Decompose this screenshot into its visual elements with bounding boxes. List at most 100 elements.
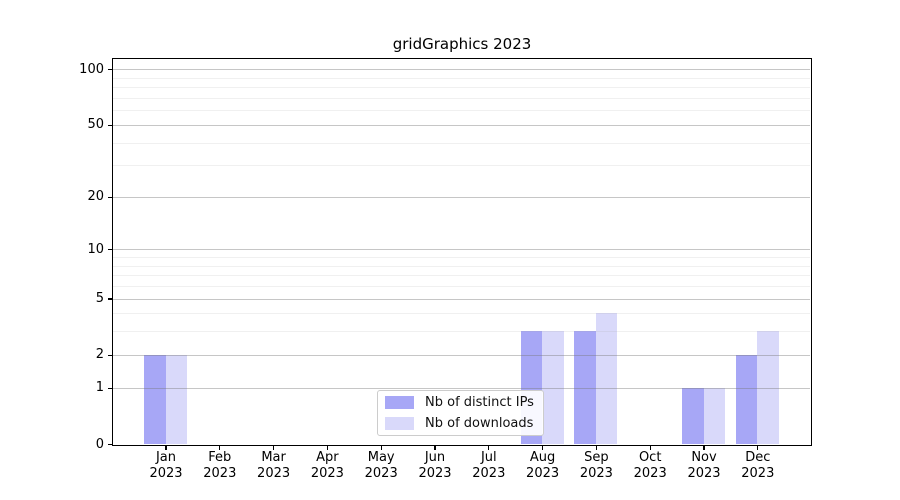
x-tick-mark — [757, 445, 759, 450]
x-tick-year: 2023 — [149, 466, 183, 481]
x-tick-month: Apr — [316, 450, 339, 465]
x-tick-mark — [380, 445, 382, 450]
plot-area: Nb of distinct IPs Nb of downloads — [112, 58, 812, 446]
minor-gridline — [113, 165, 810, 167]
x-tick-month: Jun — [424, 450, 446, 465]
x-tick-label: Mar 2023 — [242, 450, 306, 482]
legend-row: Nb of distinct IPs — [378, 394, 543, 411]
x-tick-label: Aug 2023 — [511, 450, 575, 482]
minor-gridline — [113, 265, 810, 267]
x-tick-label: Jan 2023 — [134, 450, 198, 482]
x-tick-month: Feb — [208, 450, 232, 465]
y-tick-mark — [108, 387, 113, 389]
y-tick-mark — [108, 443, 113, 446]
legend-swatch — [385, 396, 414, 410]
legend-label: Nb of downloads — [425, 415, 534, 431]
minor-gridline — [113, 77, 810, 79]
x-tick-year: 2023 — [633, 466, 667, 481]
x-tick-month: Nov — [691, 450, 717, 465]
major-gridline — [113, 387, 810, 389]
legend: Nb of distinct IPs Nb of downloads — [377, 390, 544, 436]
y-tick-label: 10 — [87, 241, 104, 257]
legend-swatch — [385, 416, 414, 430]
x-tick-label: Dec 2023 — [726, 450, 790, 482]
major-gridline — [113, 69, 810, 71]
y-tick-label: 0 — [95, 436, 104, 452]
y-tick-mark — [108, 69, 113, 71]
x-tick-year: 2023 — [257, 466, 291, 481]
x-tick-mark — [165, 445, 167, 450]
bar-nb-of-downloads — [757, 331, 779, 444]
chart-title: gridGraphics 2023 — [392, 35, 532, 53]
x-tick-mark — [326, 445, 329, 450]
major-gridline — [113, 196, 810, 198]
x-tick-year: 2023 — [310, 466, 344, 481]
y-tick-mark — [108, 354, 113, 356]
y-tick-label: 50 — [87, 117, 104, 133]
major-gridline — [113, 354, 810, 356]
x-tick-label: Jul 2023 — [457, 450, 521, 482]
x-tick-mark — [488, 445, 490, 450]
bar-nb-of-downloads — [542, 331, 564, 444]
x-tick-mark — [595, 445, 598, 450]
x-tick-year: 2023 — [472, 466, 506, 481]
y-tick-mark — [108, 124, 113, 126]
bar-nb-of-distinct-ips — [144, 354, 166, 444]
x-tick-year: 2023 — [579, 466, 613, 481]
minor-gridline — [113, 87, 810, 89]
minor-gridline — [113, 286, 810, 287]
y-tick-mark — [108, 196, 113, 198]
x-tick-mark — [649, 445, 651, 450]
y-tick-label: 1 — [95, 380, 104, 396]
x-tick-mark — [219, 445, 221, 450]
bar-nb-of-distinct-ips — [682, 387, 704, 444]
y-tick-label: 100 — [79, 61, 104, 77]
x-tick-label: Oct 2023 — [618, 450, 682, 482]
x-tick-month: Sep — [584, 450, 609, 465]
legend-row: Nb of downloads — [378, 415, 543, 432]
x-tick-mark — [703, 445, 705, 450]
minor-gridline — [113, 110, 810, 112]
x-tick-month: Mar — [261, 450, 286, 465]
x-tick-year: 2023 — [203, 466, 237, 481]
bar-nb-of-downloads — [165, 354, 187, 444]
x-tick-label: Nov 2023 — [672, 450, 736, 482]
minor-gridline — [113, 313, 810, 315]
minor-gridline — [113, 331, 810, 333]
x-tick-label: Apr 2023 — [295, 450, 359, 482]
x-tick-month: Oct — [638, 450, 662, 465]
legend-label: Nb of distinct IPs — [425, 395, 534, 411]
x-tick-year: 2023 — [364, 466, 398, 481]
x-tick-mark — [273, 445, 275, 450]
major-gridline — [113, 249, 810, 251]
x-tick-mark — [434, 445, 436, 450]
y-tick-label: 2 — [95, 347, 104, 363]
x-tick-label: Jun 2023 — [403, 450, 467, 482]
minor-gridline — [113, 142, 810, 144]
y-tick-label: 5 — [95, 291, 104, 306]
major-gridline — [113, 298, 810, 300]
x-tick-month: Aug — [529, 450, 556, 465]
y-tick-mark — [108, 249, 113, 251]
x-tick-year: 2023 — [741, 466, 775, 481]
x-tick-mark — [542, 445, 544, 450]
x-tick-year: 2023 — [687, 466, 721, 481]
minor-gridline — [113, 275, 810, 277]
y-tick-label: 20 — [87, 189, 104, 205]
bar-nb-of-distinct-ips — [574, 331, 596, 444]
bar-nb-of-downloads — [703, 387, 725, 444]
x-tick-month: Jul — [480, 450, 497, 465]
y-tick-mark — [108, 298, 113, 300]
x-tick-label: Sep 2023 — [564, 450, 628, 482]
x-tick-label: May 2023 — [349, 450, 413, 482]
x-tick-label: Feb 2023 — [188, 450, 252, 482]
minor-gridline — [113, 97, 810, 99]
x-tick-month: Dec — [745, 450, 771, 465]
x-tick-year: 2023 — [418, 466, 452, 481]
x-tick-year: 2023 — [526, 466, 560, 481]
x-tick-month: May — [367, 450, 395, 465]
bar-nb-of-downloads — [595, 313, 618, 444]
major-gridline — [113, 124, 810, 126]
minor-gridline — [113, 257, 810, 258]
